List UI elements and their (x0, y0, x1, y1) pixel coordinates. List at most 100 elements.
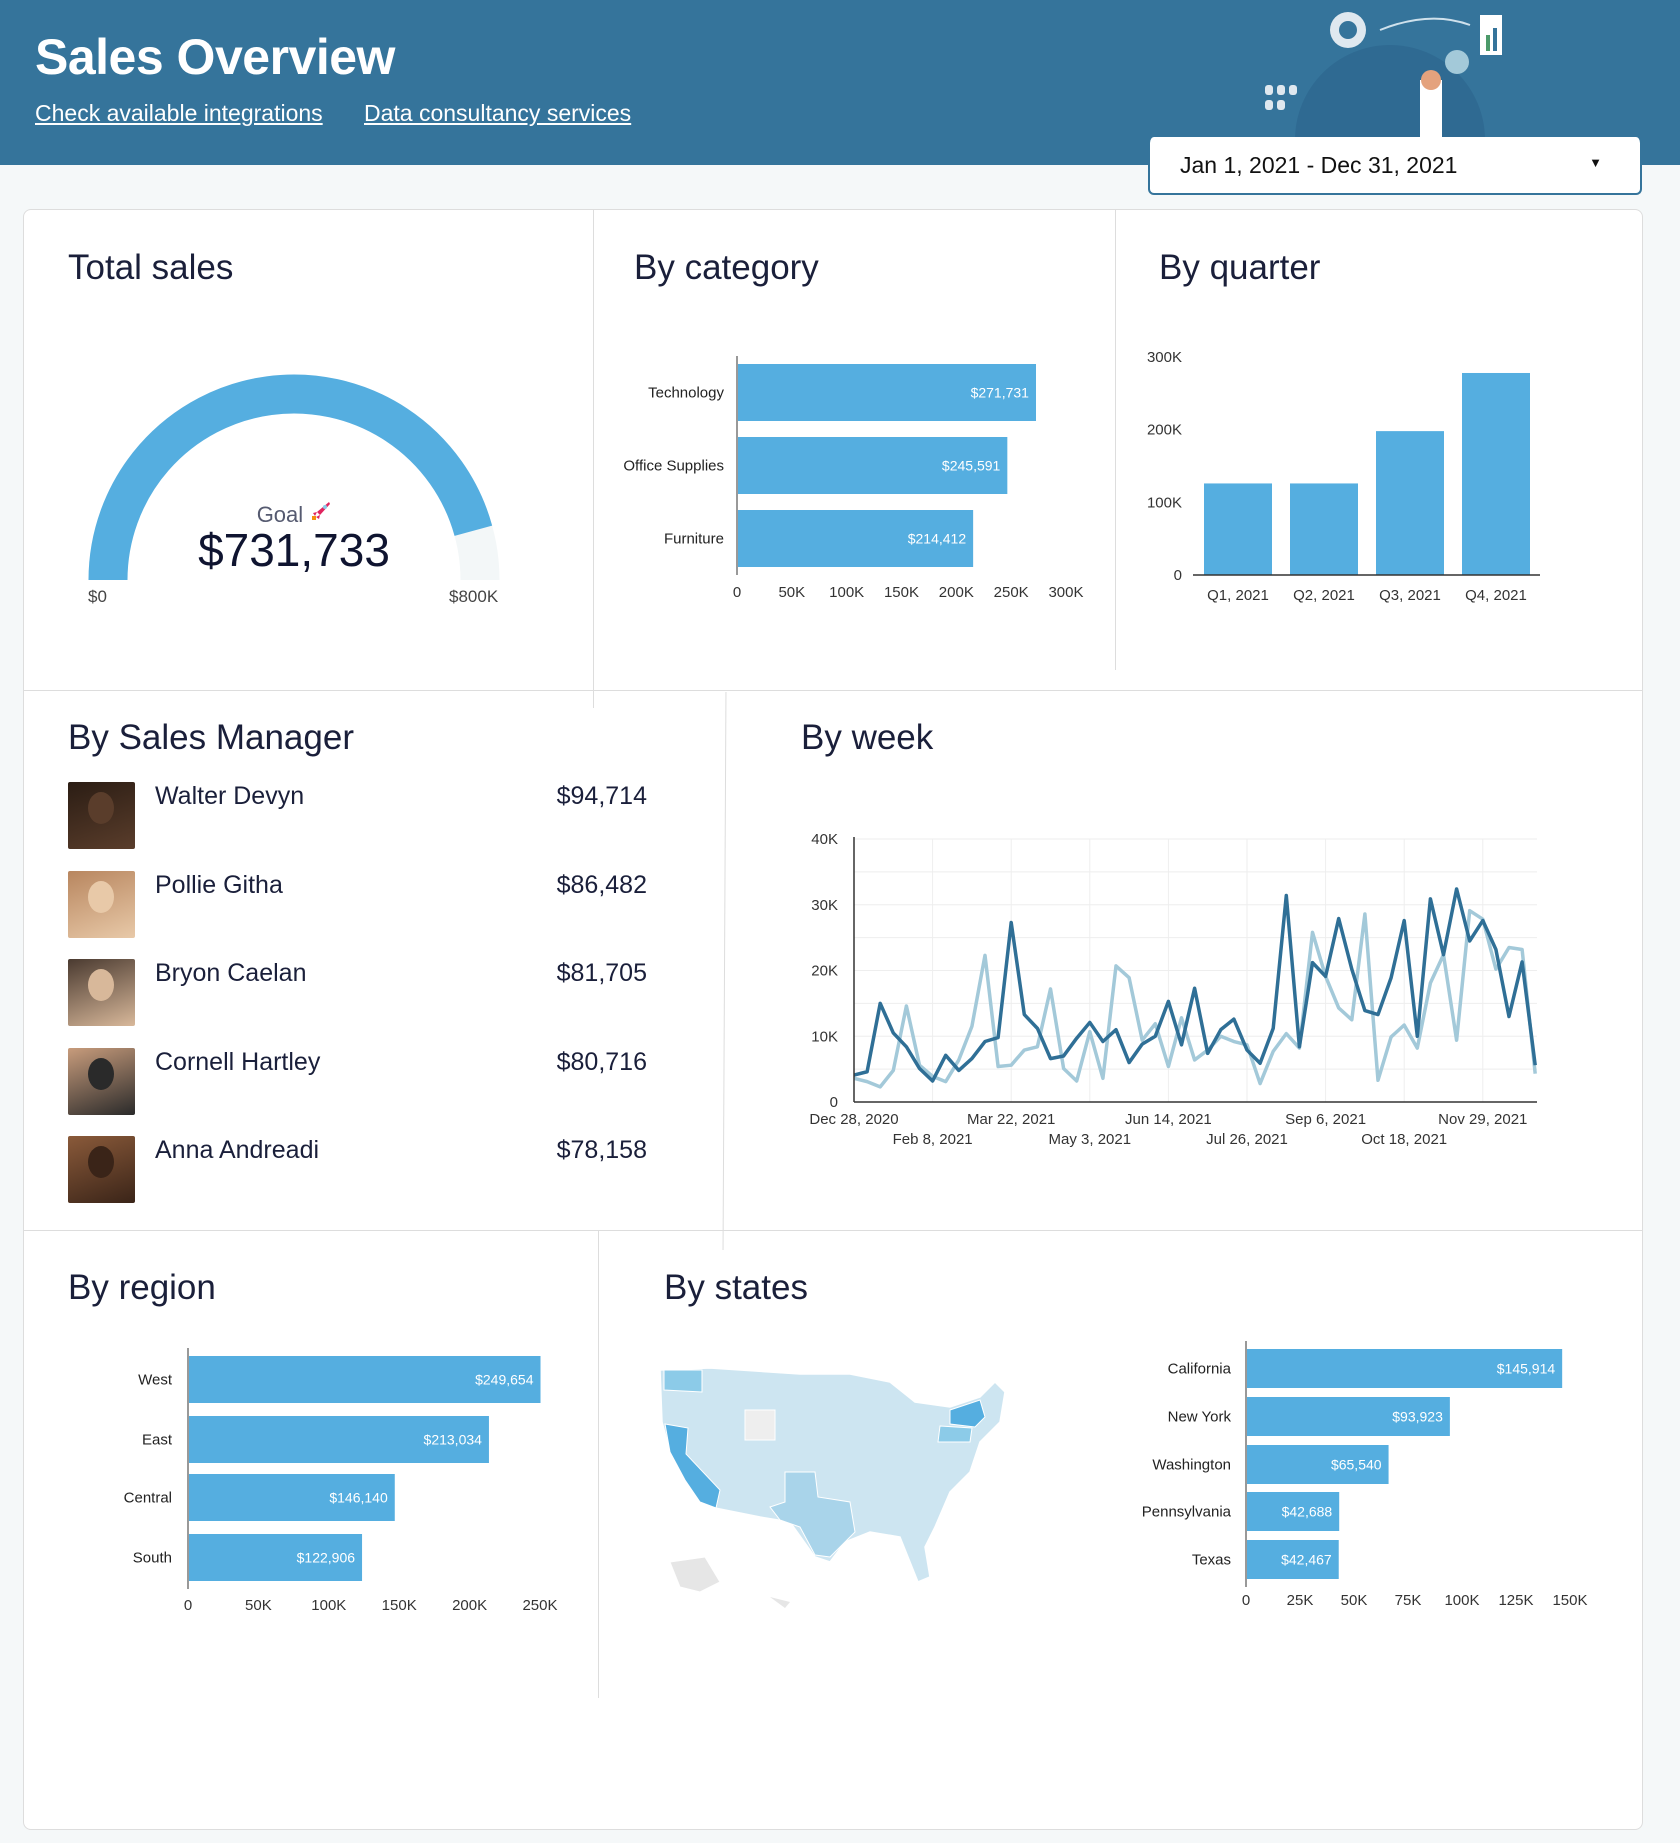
states-tick-label: 0 (1242, 1592, 1250, 1609)
by-category-title: By category (634, 248, 819, 287)
manager-amount: $94,714 (556, 782, 647, 810)
manager-amount: $86,482 (556, 870, 647, 899)
category-category-label: Technology (648, 385, 724, 402)
map-texas (769, 1471, 856, 1558)
region-bar (189, 1356, 541, 1403)
region-tick-label: 50K (245, 1597, 272, 1614)
region-data-label: $249,654 (475, 1372, 534, 1388)
manager-avatar (68, 870, 135, 938)
quarter-tick-label: 200K (1147, 422, 1182, 439)
map-california (664, 1423, 721, 1509)
category-tick-label: 250K (994, 584, 1029, 601)
total-sales-title: Total sales (68, 248, 234, 287)
states-bar (1247, 1492, 1340, 1531)
states-tick-label: 100K (1444, 1592, 1479, 1609)
region-bar (189, 1474, 395, 1521)
week-x-tick-label: Jun 14, 2021 (1125, 1111, 1212, 1128)
quarter-category-label: Q3, 2021 (1379, 587, 1441, 604)
states-data-label: $145,914 (1497, 1361, 1556, 1377)
region-category-label: West (138, 1372, 173, 1389)
region-tick-label: 100K (311, 1597, 346, 1614)
category-tick-label: 300K (1048, 584, 1083, 601)
region-data-label: $213,034 (424, 1432, 483, 1448)
category-data-label: $214,412 (908, 531, 967, 547)
category-tick-label: 150K (884, 584, 919, 601)
quarter-category-label: Q4, 2021 (1465, 587, 1527, 604)
by-quarter-title: By quarter (1159, 248, 1321, 287)
category-data-label: $271,731 (971, 385, 1030, 401)
week-x-tick-label: Feb 8, 2021 (893, 1131, 973, 1148)
region-data-label: $146,140 (329, 1490, 388, 1506)
states-data-label: $42,467 (1281, 1552, 1332, 1568)
header-illustration (1265, 12, 1502, 140)
quarter-category-label: Q1, 2021 (1207, 587, 1269, 604)
category-category-label: Furniture (664, 531, 724, 548)
date-range-picker[interactable]: Jan 1, 2021 - Dec 31, 2021 ▼ (1148, 137, 1642, 195)
states-category-label: California (1168, 1361, 1232, 1378)
states-tick-label: 50K (1341, 1592, 1368, 1609)
total-sales-gauge (88, 374, 500, 581)
map-pennsylvania (937, 1425, 973, 1443)
region-bar (189, 1416, 489, 1463)
category-bar (738, 437, 1008, 494)
states-category-label: Pennsylvania (1142, 1504, 1232, 1521)
region-tick-label: 0 (184, 1597, 192, 1614)
quarter-bar (1290, 483, 1358, 575)
manager-avatar (68, 959, 135, 1026)
quarter-tick-label: 0 (1174, 567, 1182, 584)
week-x-tick-label: Dec 28, 2020 (809, 1111, 898, 1128)
manager-avatar (68, 782, 135, 849)
category-category-label: Office Supplies (623, 458, 724, 475)
week-x-tick-label: Sep 6, 2021 (1285, 1111, 1366, 1128)
category-data-label: $245,591 (942, 458, 1001, 474)
states-bar (1247, 1445, 1389, 1484)
week-y-tick-label: 30K (811, 897, 838, 914)
quarter-bar (1204, 483, 1272, 575)
week-x-tick-label: Oct 18, 2021 (1361, 1131, 1447, 1148)
category-tick-label: 0 (733, 584, 741, 601)
region-tick-label: 200K (452, 1597, 487, 1614)
week-y-tick-label: 40K (811, 831, 838, 848)
category-bar (738, 510, 974, 567)
manager-name: Cornell Hartley (155, 1047, 321, 1076)
states-data-label: $93,923 (1392, 1409, 1443, 1425)
region-category-label: South (133, 1550, 172, 1567)
quarter-tick-label: 100K (1147, 494, 1182, 511)
dropdown-caret-icon: ▼ (1589, 155, 1602, 170)
manager-name: Bryon Caelan (155, 959, 307, 987)
region-tick-label: 150K (382, 1597, 417, 1614)
week-y-tick-label: 10K (811, 1028, 838, 1045)
manager-name: Walter Devyn (155, 782, 305, 810)
divider (24, 1230, 1642, 1231)
states-tick-label: 150K (1552, 1592, 1587, 1609)
quarter-bar (1462, 372, 1530, 575)
manager-name: Anna Andreadi (155, 1136, 320, 1164)
integrations-link[interactable]: Check available integrations (35, 100, 323, 126)
states-tick-label: 25K (1287, 1592, 1314, 1609)
us-states-map (659, 1367, 1006, 1608)
manager-amount: $80,716 (556, 1047, 647, 1076)
consultancy-link[interactable]: Data consultancy services (364, 100, 632, 126)
divider (1115, 210, 1116, 670)
divider (24, 690, 1642, 691)
rocket-icon (312, 502, 331, 520)
goal-label: Goal (256, 502, 304, 527)
states-data-label: $42,688 (1282, 1504, 1333, 1520)
region-bar (189, 1534, 363, 1581)
region-tick-label: 250K (522, 1597, 557, 1614)
states-bar (1247, 1397, 1450, 1436)
gauge-min-label: $0 (88, 587, 107, 606)
category-tick-label: 50K (778, 584, 805, 601)
week-x-tick-label: May 3, 2021 (1049, 1131, 1132, 1148)
week-x-tick-label: Nov 29, 2021 (1438, 1111, 1527, 1128)
map-wyoming (744, 1409, 776, 1441)
states-category-label: Texas (1192, 1552, 1231, 1569)
by-manager-title: By Sales Manager (68, 718, 354, 757)
states-data-label: $65,540 (1331, 1457, 1382, 1473)
map-alaska (669, 1556, 721, 1593)
divider (593, 210, 594, 708)
region-category-label: East (142, 1432, 173, 1449)
by-week-title: By week (801, 718, 934, 757)
week-y-tick-label: 20K (811, 963, 838, 980)
date-range-value: Jan 1, 2021 - Dec 31, 2021 (1180, 152, 1458, 178)
